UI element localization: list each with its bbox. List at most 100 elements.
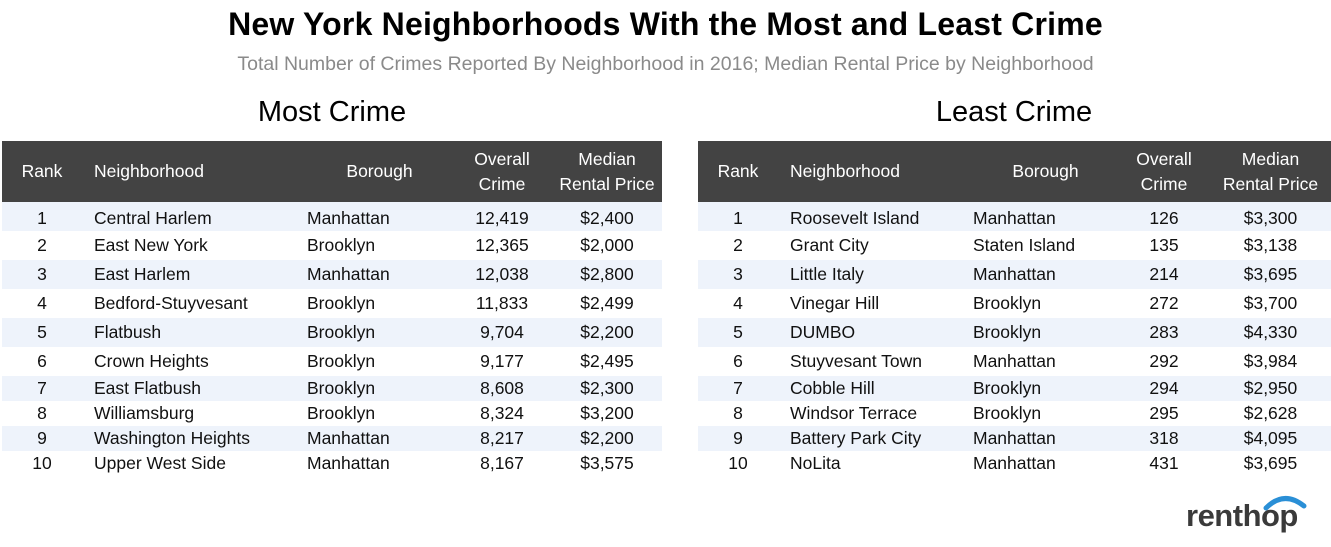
cell-borough: Manhattan <box>973 453 1056 473</box>
cell-overall-crime: 294 <box>1149 378 1179 398</box>
cell-rank: 9 <box>733 428 743 448</box>
table-row: 7 Cobble Hill Brooklyn 294 $2,950 <box>698 376 1331 401</box>
header-overall-crime-line: Crime <box>478 173 526 194</box>
cell-median-rent: $3,695 <box>1243 453 1298 473</box>
header-overall-crime: Overall Crime <box>452 141 552 202</box>
cell-overall-crime: 214 <box>1149 264 1179 284</box>
cell-borough: Manhattan <box>973 264 1056 284</box>
cell-overall-crime: 126 <box>1149 207 1179 228</box>
cell-overall-crime: 11,833 <box>475 293 529 313</box>
cell-neighborhood: East Flatbush <box>94 378 201 398</box>
header-borough-line: Borough <box>346 161 413 181</box>
cell-neighborhood: Little Italy <box>790 264 864 284</box>
cell-rank: 10 <box>32 453 52 473</box>
header-median-rent: Median Rental Price <box>552 141 662 202</box>
cell-median-rent: $3,200 <box>580 403 634 423</box>
chart-subtitle: Total Number of Crimes Reported By Neigh… <box>237 53 1094 75</box>
header-median-rent-line: Rental Price <box>1222 173 1319 194</box>
header-median-rent-line: Median <box>578 148 636 169</box>
cell-rank: 8 <box>733 403 743 423</box>
table-row: 1 Central Harlem Manhattan 12,419 $2,400 <box>2 202 662 231</box>
cell-overall-crime: 8,167 <box>480 453 524 473</box>
cell-borough: Brooklyn <box>973 378 1042 398</box>
cell-rank: 4 <box>37 293 47 313</box>
table-row: 8 Williamsburg Brooklyn 8,324 $3,200 <box>2 401 662 426</box>
cell-borough: Brooklyn <box>307 293 376 313</box>
cell-neighborhood: Upper West Side <box>94 453 226 473</box>
header-borough: Borough <box>307 141 452 202</box>
header-rank: Rank <box>2 141 82 202</box>
table-row: 5 Flatbush Brooklyn 9,704 $2,200 <box>2 318 662 347</box>
header-borough-line: Borough <box>1012 161 1079 181</box>
header-rank-line: Rank <box>717 161 759 181</box>
cell-neighborhood: Washington Heights <box>94 428 250 448</box>
cell-neighborhood: NoLita <box>790 453 841 473</box>
cell-borough: Manhattan <box>307 428 390 448</box>
table-row: 6 Stuyvesant Town Manhattan 292 $3,984 <box>698 347 1331 376</box>
cell-borough: Brooklyn <box>973 293 1042 313</box>
header-overall-crime-line: Overall <box>1136 148 1192 169</box>
cell-median-rent: $3,300 <box>1243 207 1298 228</box>
cell-rank: 3 <box>733 264 743 284</box>
cell-neighborhood: Windsor Terrace <box>790 403 918 423</box>
cell-borough: Manhattan <box>973 207 1056 228</box>
table-row: 3 Little Italy Manhattan 214 $3,695 <box>698 260 1331 289</box>
cell-median-rent: $4,330 <box>1243 322 1298 342</box>
cell-median-rent: $2,495 <box>580 351 634 371</box>
table-row: 10 NoLita Manhattan 431 $3,695 <box>698 451 1331 476</box>
table-row: 8 Windsor Terrace Brooklyn 295 $2,628 <box>698 401 1331 426</box>
cell-neighborhood: East Harlem <box>94 264 191 284</box>
cell-borough: Brooklyn <box>307 322 376 342</box>
cell-median-rent: $2,400 <box>580 207 634 228</box>
chart-title: New York Neighborhoods With the Most and… <box>228 6 1103 42</box>
cell-borough: Manhattan <box>973 351 1056 371</box>
cell-median-rent: $2,800 <box>580 264 634 284</box>
cell-rank: 1 <box>37 207 47 228</box>
least-crime-title: Least Crime <box>935 96 1093 128</box>
table-row: 5 DUMBO Brooklyn 283 $4,330 <box>698 318 1331 347</box>
cell-overall-crime: 272 <box>1149 293 1179 313</box>
cell-borough: Brooklyn <box>307 403 376 423</box>
cell-overall-crime: 431 <box>1149 453 1179 473</box>
cell-neighborhood: Stuyvesant Town <box>790 351 922 371</box>
cell-rank: 7 <box>733 378 743 398</box>
cell-neighborhood: DUMBO <box>790 322 856 342</box>
table-row: 9 Battery Park City Manhattan 318 $4,095 <box>698 426 1331 451</box>
cell-median-rent: $2,200 <box>580 322 634 342</box>
cell-neighborhood: East New York <box>94 235 208 255</box>
header-neighborhood-line: Neighborhood <box>94 161 204 181</box>
cell-neighborhood: Roosevelt Island <box>790 207 920 228</box>
cell-median-rent: $3,138 <box>1243 235 1298 255</box>
header-overall-crime-line: Overall <box>474 148 530 169</box>
header-rank-line: Rank <box>21 161 63 181</box>
cell-rank: 1 <box>733 207 743 228</box>
cell-neighborhood: Cobble Hill <box>790 378 875 398</box>
cell-overall-crime: 295 <box>1149 403 1179 423</box>
cell-rank: 6 <box>733 351 743 371</box>
cell-median-rent: $2,628 <box>1243 403 1298 423</box>
cell-borough: Manhattan <box>307 207 390 228</box>
cell-borough: Brooklyn <box>307 351 376 371</box>
cell-borough: Brooklyn <box>973 403 1042 423</box>
cell-rank: 9 <box>37 428 47 448</box>
table-row: 10 Upper West Side Manhattan 8,167 $3,575 <box>2 451 662 476</box>
most-crime-title: Most Crime <box>257 96 407 128</box>
header-overall-crime-line: Crime <box>1140 173 1188 194</box>
cell-neighborhood: Williamsburg <box>94 403 195 423</box>
cell-borough: Brooklyn <box>973 322 1042 342</box>
cell-rank: 10 <box>728 453 748 473</box>
renthop-logo: renthop <box>1186 492 1316 536</box>
table-row: 3 East Harlem Manhattan 12,038 $2,800 <box>2 260 662 289</box>
cell-overall-crime: 8,217 <box>480 428 524 448</box>
cell-median-rent: $3,575 <box>580 453 634 473</box>
table-row: 9 Washington Heights Manhattan 8,217 $2,200 <box>2 426 662 451</box>
cell-overall-crime: 135 <box>1149 235 1179 255</box>
cell-overall-crime: 8,608 <box>480 378 524 398</box>
table-row: 4 Vinegar Hill Brooklyn 272 $3,700 <box>698 289 1331 318</box>
logo-arc-icon <box>1263 496 1307 511</box>
cell-rank: 4 <box>733 293 743 313</box>
header-median-rent-line: Rental Price <box>559 173 655 194</box>
header-median-rent: Median Rental Price <box>1210 141 1331 202</box>
cell-neighborhood: Central Harlem <box>94 207 212 228</box>
table-row: 7 East Flatbush Brooklyn 8,608 $2,300 <box>2 376 662 401</box>
